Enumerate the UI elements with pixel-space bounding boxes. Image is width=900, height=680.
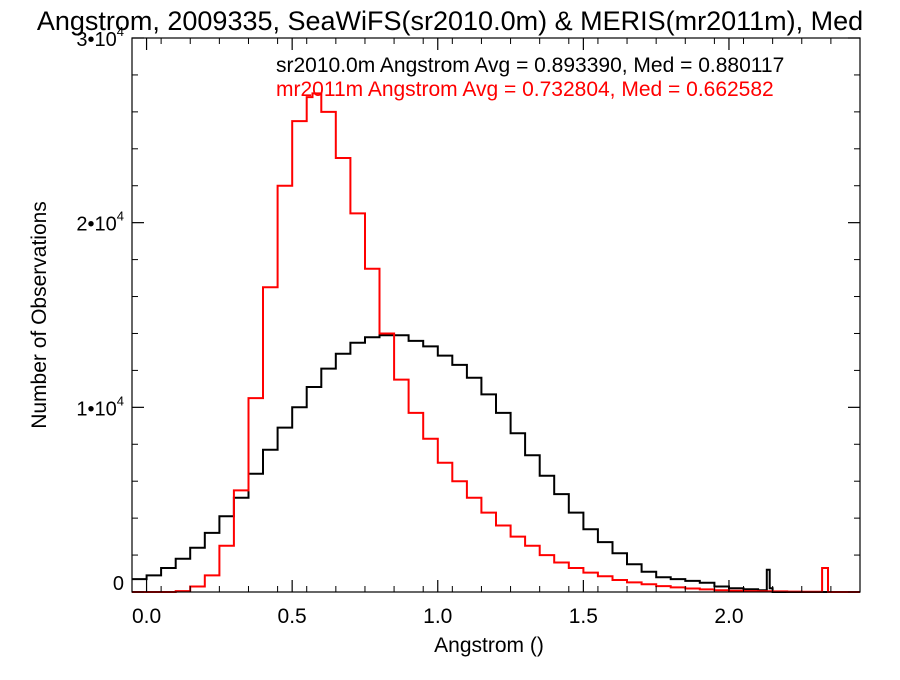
x-tick-label: 0.5: [278, 605, 307, 628]
legend-label-mr2011m: mr2011m Angstrom Avg = 0.732804, Med = 0…: [276, 78, 774, 101]
x-axis-label: Angstrom (): [434, 634, 544, 657]
y-tick-label: 3•104: [76, 24, 124, 51]
series-line-mr2011m: [132, 92, 860, 593]
x-tick-label: 2.0: [714, 605, 743, 628]
y-tick-exponent: 4: [117, 24, 124, 39]
y-tick-mantissa: 1•10: [76, 398, 116, 420]
y-tick-label: 2•104: [76, 209, 124, 236]
chart-title: Angstrom, 2009335, SeaWiFS(sr2010.0m) & …: [37, 6, 863, 36]
y-tick-mantissa: 2•10: [76, 214, 116, 236]
series-line-sr2010.0m: [132, 334, 860, 593]
legend-label-sr2010.0m: sr2010.0m Angstrom Avg = 0.893390, Med =…: [276, 54, 784, 77]
y-tick-exponent: 4: [117, 393, 124, 408]
y-tick-mantissa: 0: [113, 573, 124, 595]
x-tick-label: 0.0: [132, 605, 161, 628]
plot-frame: [131, 37, 861, 593]
y-tick-label: 0: [113, 573, 124, 595]
x-tick-label: 1.0: [423, 605, 452, 628]
y-tick-label: 1•104: [76, 393, 124, 420]
y-tick-exponent: 4: [117, 209, 124, 224]
y-tick-mantissa: 3•10: [76, 29, 116, 51]
x-tick-label: 1.5: [569, 605, 598, 628]
y-axis-label: Number of Observations: [28, 201, 51, 429]
